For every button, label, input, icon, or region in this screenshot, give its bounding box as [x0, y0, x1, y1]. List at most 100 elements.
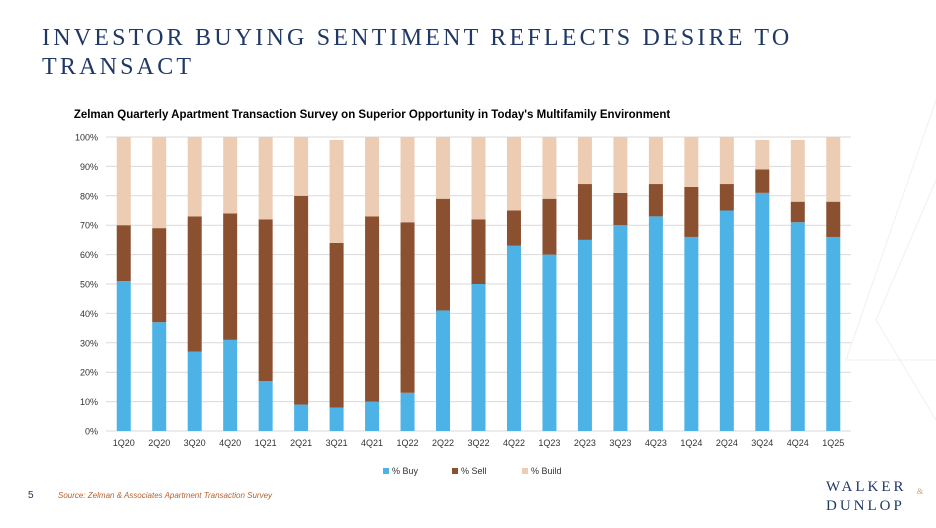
- bar-build-3q22: [471, 137, 486, 220]
- bar-sell-2q21: [294, 195, 309, 405]
- bar-buy-3q22: [471, 284, 486, 431]
- bar-sell-1q20: [116, 225, 131, 282]
- bar-sell-3q22: [471, 219, 486, 284]
- x-tick-label: 1Q21: [255, 438, 277, 448]
- bar-sell-3q23: [613, 192, 628, 226]
- bar-buy-2q24: [719, 210, 734, 431]
- bar-build-4q23: [648, 137, 663, 185]
- bar-build-4q20: [223, 137, 238, 214]
- page-number: 5: [28, 490, 34, 501]
- bar-buy-4q22: [506, 245, 521, 431]
- bar-build-1q20: [116, 137, 131, 226]
- bar-build-2q24: [719, 137, 734, 185]
- y-tick-label: 70%: [80, 221, 98, 231]
- chart-bars: [116, 137, 841, 431]
- y-tick-label: 10%: [80, 397, 98, 407]
- bar-sell-4q22: [506, 210, 521, 246]
- page-title: INVESTOR BUYING SENTIMENT REFLECTS DESIR…: [42, 25, 793, 80]
- bar-buy-1q20: [116, 281, 131, 431]
- bar-build-3q21: [329, 139, 344, 243]
- bar-buy-1q24: [684, 236, 699, 431]
- y-tick-label: 100%: [75, 133, 98, 143]
- logo-line-2: DUNLOP: [826, 498, 905, 514]
- x-tick-label: 4Q23: [645, 438, 667, 448]
- decorative-background-lines: [845, 99, 936, 421]
- y-tick-label: 0%: [85, 427, 98, 437]
- y-axis-labels: 0% 10% 20% 30% 40% 50% 60% 70% 80% 90% 100%: [75, 133, 98, 437]
- x-tick-label: 2Q20: [148, 438, 170, 448]
- x-tick-label: 3Q20: [184, 438, 206, 448]
- bar-build-1q21: [258, 137, 273, 220]
- bar-sell-1q23: [542, 198, 557, 255]
- bar-build-3q24: [755, 139, 770, 170]
- bar-buy-4q24: [790, 222, 805, 431]
- y-tick-label: 50%: [80, 280, 98, 290]
- y-tick-label: 30%: [80, 338, 98, 348]
- bar-buy-3q21: [329, 407, 344, 431]
- source-note: Source: Zelman & Associates Apartment Tr…: [58, 491, 273, 500]
- bar-sell-3q21: [329, 242, 344, 408]
- bar-sell-2q24: [719, 184, 734, 211]
- legend-swatch: [522, 468, 528, 474]
- bar-sell-4q21: [365, 216, 380, 402]
- x-tick-label: 3Q24: [751, 438, 773, 448]
- y-tick-label: 80%: [80, 191, 98, 201]
- bar-sell-1q22: [400, 222, 415, 393]
- bar-buy-3q23: [613, 225, 628, 431]
- y-tick-label: 90%: [80, 162, 98, 172]
- x-tick-label: 4Q22: [503, 438, 525, 448]
- bar-build-2q20: [152, 137, 167, 229]
- bar-sell-2q23: [577, 184, 592, 240]
- bar-buy-2q21: [294, 404, 309, 431]
- bar-buy-2q23: [577, 239, 592, 431]
- x-tick-label: 3Q21: [326, 438, 348, 448]
- bar-build-1q23: [542, 137, 557, 199]
- bar-build-1q25: [826, 137, 841, 202]
- bar-buy-1q21: [258, 381, 273, 431]
- x-tick-label: 4Q21: [361, 438, 383, 448]
- bar-buy-3q24: [755, 192, 770, 431]
- y-tick-label: 40%: [80, 309, 98, 319]
- legend-swatch: [452, 468, 458, 474]
- x-tick-label: 1Q22: [397, 438, 419, 448]
- legend-label: % Build: [531, 466, 562, 476]
- bar-sell-3q24: [755, 169, 770, 193]
- bar-sell-3q20: [187, 216, 202, 352]
- bar-sell-4q24: [790, 201, 805, 223]
- x-tick-label: 2Q22: [432, 438, 454, 448]
- bar-build-3q23: [613, 137, 628, 193]
- bar-sell-1q24: [684, 186, 699, 237]
- x-axis-labels: 1Q20 2Q20 3Q20 4Q20 1Q21 2Q21 3Q21 4Q21 1Q22 2Q22…: [113, 438, 845, 448]
- bar-build-4q22: [506, 137, 521, 211]
- x-tick-label: 2Q21: [290, 438, 312, 448]
- bar-buy-4q23: [648, 216, 663, 431]
- legend-label: % Sell: [461, 466, 487, 476]
- bar-sell-2q20: [152, 228, 167, 323]
- y-tick-label: 20%: [80, 368, 98, 378]
- x-tick-label: 3Q23: [609, 438, 631, 448]
- bar-sell-4q20: [223, 213, 238, 340]
- logo-line-1: WALKER: [826, 479, 907, 495]
- bar-buy-3q20: [187, 351, 202, 431]
- bar-buy-1q23: [542, 254, 557, 431]
- x-tick-label: 3Q22: [467, 438, 489, 448]
- bar-build-1q24: [684, 137, 699, 187]
- bar-sell-2q22: [436, 198, 451, 311]
- bar-buy-2q20: [152, 322, 167, 431]
- bar-buy-1q25: [826, 236, 841, 431]
- logo-ampersand: &: [917, 487, 924, 496]
- bar-build-3q20: [187, 137, 202, 217]
- x-tick-label: 4Q24: [787, 438, 809, 448]
- bar-buy-1q22: [400, 392, 415, 431]
- x-tick-label: 1Q20: [113, 438, 135, 448]
- bar-build-4q24: [790, 139, 805, 202]
- x-tick-label: 1Q25: [822, 438, 844, 448]
- bar-build-4q21: [365, 137, 380, 217]
- legend-swatch: [383, 468, 389, 474]
- x-tick-label: 1Q23: [538, 438, 560, 448]
- bar-sell-1q25: [826, 201, 841, 237]
- bar-sell-4q23: [648, 184, 663, 217]
- chart-title: Zelman Quarterly Apartment Transaction S…: [74, 109, 671, 121]
- chart-legend: % Buy % Sell % Build: [383, 466, 562, 476]
